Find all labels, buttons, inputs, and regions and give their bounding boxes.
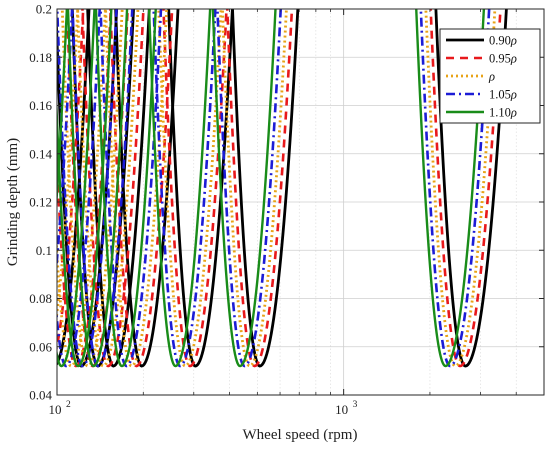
x-tick-labels: 10 2 10 3 [49, 400, 358, 417]
x-tick-label: 10 [335, 402, 348, 417]
lobe-curve [415, 9, 486, 368]
y-tick-label: 0.06 [29, 339, 52, 354]
x-tick-exponent: 2 [66, 400, 71, 410]
lobe-curve [226, 9, 294, 368]
series-1.05ρ [57, 9, 491, 368]
lobe-curve [66, 9, 129, 368]
lobe-curve [211, 9, 277, 368]
x-tick-exponent: 3 [353, 400, 358, 410]
lobe-curve [57, 9, 113, 368]
lobe-curve [57, 9, 74, 274]
legend-label: 0.95ρ [489, 52, 517, 66]
legend: 0.90ρ 0.95ρ ρ 1.05ρ 1.10ρ [439, 28, 541, 124]
lobe-curve [71, 9, 134, 368]
legend-label: 1.05ρ [489, 88, 517, 102]
lobe-curve [57, 9, 101, 368]
y-tick-label: 0.12 [29, 195, 52, 210]
lobe-curve [157, 9, 223, 368]
lobe-curve [216, 9, 283, 368]
y-tick-label: 0.1 [36, 243, 52, 258]
lobe-curve [94, 9, 157, 368]
lobe-curve [231, 9, 300, 368]
y-axis-label: Grinding depth (mm) [5, 138, 21, 266]
y-tick-label: 0.16 [29, 98, 52, 113]
lobe-curve [434, 9, 508, 368]
lobe-curve [57, 9, 80, 324]
x-axis-label: Wheel speed (rpm) [243, 427, 358, 443]
lobe-curve [99, 9, 163, 368]
series-layer [57, 9, 508, 368]
lobe-curve [57, 9, 96, 368]
series-1.10ρ [57, 9, 486, 368]
y-tick-label: 0.2 [36, 2, 52, 17]
lobe-curve [152, 9, 217, 368]
lobe-curve [162, 9, 228, 368]
lobe-curve [424, 9, 497, 368]
y-tick-label: 0.04 [29, 388, 52, 403]
y-tick-label: 0.18 [29, 50, 52, 65]
lobe-curve [57, 9, 118, 368]
lobe-curve [419, 9, 491, 368]
x-tick-label: 10 [49, 402, 62, 417]
legend-label: 0.90ρ [489, 34, 517, 48]
y-tick-label: 0.14 [29, 146, 52, 161]
lobe-curve [57, 9, 107, 368]
legend-label: ρ [488, 70, 495, 84]
y-tick-label: 0.08 [29, 291, 52, 306]
lobe-curve [221, 9, 288, 368]
y-tick-labels: 0.04 0.06 0.08 0.1 0.12 0.14 0.16 0.18 0.2 [29, 2, 52, 403]
lobe-curve [429, 9, 502, 368]
legend-label: 1.10ρ [489, 106, 517, 120]
lobe-curve [147, 9, 212, 368]
